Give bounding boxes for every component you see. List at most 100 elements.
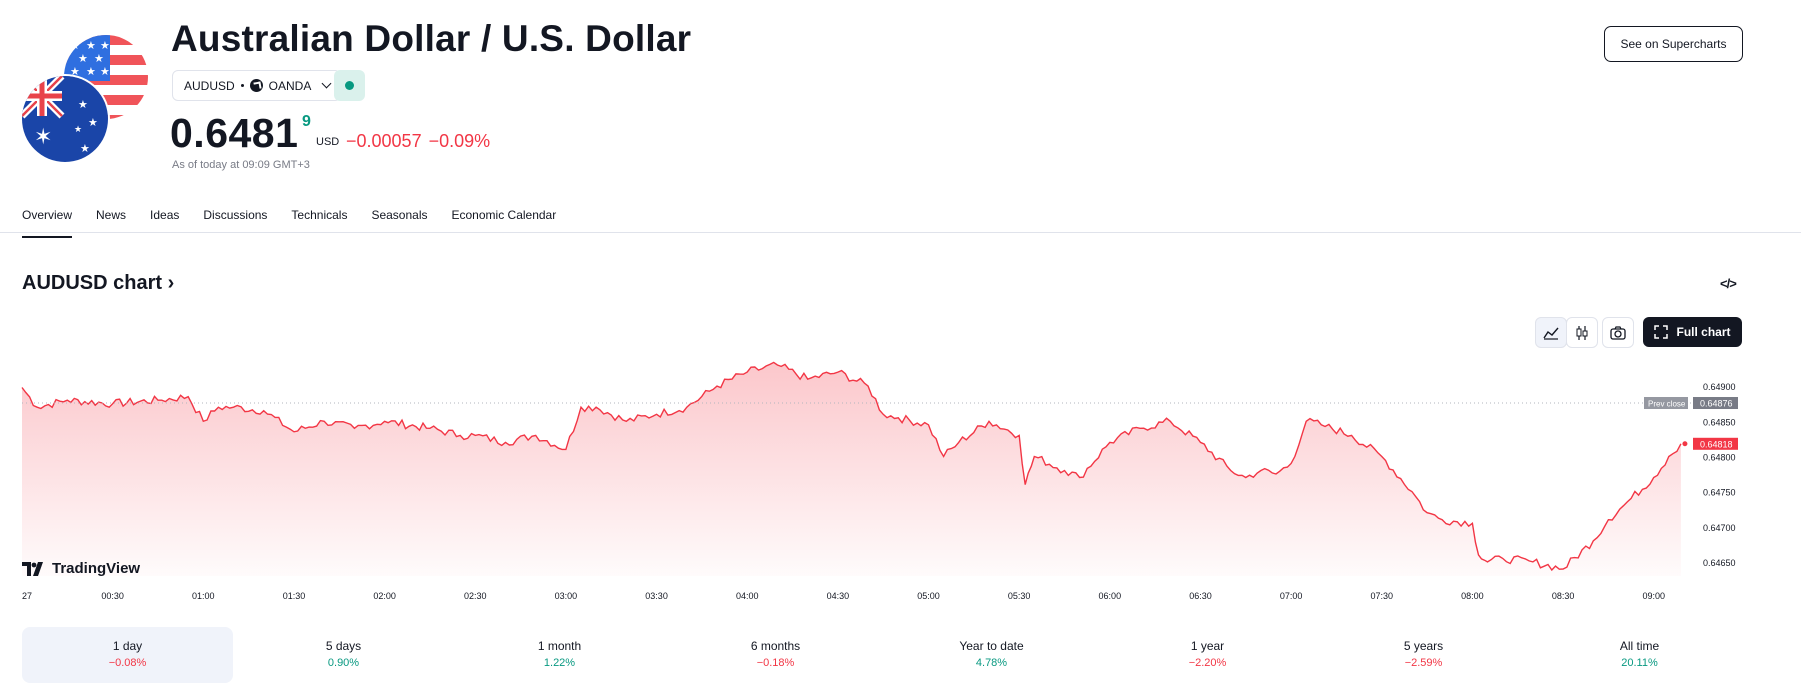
x-tick-label: 27 (22, 591, 32, 601)
price-chart[interactable]: 0.64900 0.64850 0.64800 0.64750 0.64700 0.646… (0, 350, 1801, 610)
area-chart-icon[interactable] (1535, 317, 1567, 348)
x-tick-label: 02:30 (464, 591, 487, 601)
period-1-day[interactable]: 1 day −0.08% (22, 627, 233, 683)
tabs-divider (0, 232, 1801, 233)
full-chart-label: Full chart (1676, 325, 1731, 339)
x-tick-label: 08:30 (1552, 591, 1575, 601)
camera-icon[interactable] (1602, 317, 1634, 348)
svg-text:★: ★ (74, 125, 82, 135)
y-tick-label: 0.64800 (1703, 452, 1736, 462)
tab-technicals[interactable]: Technicals (291, 208, 348, 222)
svg-text:★: ★ (80, 142, 90, 155)
chart-title-link[interactable]: AUDUSD chart › (22, 272, 175, 294)
svg-text:★: ★ (78, 98, 88, 111)
period-label: 6 months (750, 639, 801, 653)
svg-text:✶: ✶ (34, 125, 52, 150)
section-tabs: Overview News Ideas Discussions Technica… (22, 208, 580, 238)
price-change: −0.00057 −0.09% (346, 131, 491, 151)
x-tick-label: 06:30 (1189, 591, 1212, 601)
fullscreen-icon (1654, 325, 1669, 339)
x-tick-label: 09:00 (1642, 591, 1665, 601)
symbol-exchange-selector[interactable]: AUDUSD OANDA (172, 70, 342, 101)
period-label: 5 days (325, 639, 362, 653)
prev-close-value: 0.64876 (1700, 399, 1733, 409)
x-tick-label: 01:00 (192, 591, 215, 601)
last-price-tag: 0.64818 (1700, 439, 1733, 449)
period-change: −0.18% (756, 657, 795, 669)
price-timestamp: As of today at 09:09 GMT+3 (172, 159, 310, 171)
svg-text:★: ★ (78, 52, 88, 65)
x-tick-label: 00:30 (101, 591, 124, 601)
period-change: 1.22% (543, 657, 576, 669)
market-status-icon[interactable] (334, 70, 365, 101)
see-on-supercharts-button[interactable]: See on Supercharts (1604, 26, 1743, 62)
tradingview-icon (22, 561, 43, 576)
exchange-label: OANDA (268, 78, 312, 93)
tab-ideas[interactable]: Ideas (150, 208, 180, 222)
prev-close-tag-bg (1644, 397, 1688, 410)
x-tick-label: 02:00 (373, 591, 396, 601)
separator-dot (240, 84, 244, 87)
last-price-dot (1682, 441, 1688, 447)
period-5-years[interactable]: 5 years −2.59% (1318, 627, 1529, 683)
prev-close-label: Prev close (1648, 400, 1686, 409)
x-tick-label: 05:00 (917, 591, 940, 601)
price-area (22, 362, 1681, 576)
x-tick-label: 04:30 (827, 591, 850, 601)
period-change: −2.59% (1404, 657, 1443, 669)
y-tick-label: 0.64900 (1703, 382, 1736, 392)
svg-text:★: ★ (94, 52, 104, 65)
period-change: 20.11% (1621, 657, 1658, 669)
tab-news[interactable]: News (96, 208, 127, 222)
x-tick-label: 01:30 (283, 591, 306, 601)
period-change: 0.90% (327, 657, 360, 669)
full-chart-button[interactable]: Full chart (1643, 317, 1742, 347)
last-price-tag-bg (1693, 437, 1738, 450)
x-tick-label: 08:00 (1461, 591, 1484, 601)
price-pip-digit: 9 (302, 113, 311, 130)
last-price: 0.6481 (170, 110, 299, 156)
x-tick-label: 03:00 (555, 591, 578, 601)
period-year-to-date[interactable]: Year to date 4.78% (886, 627, 1097, 683)
y-tick-label: 0.64700 (1703, 523, 1736, 533)
x-tick-label: 04:00 (736, 591, 759, 601)
x-tick-label: 07:30 (1371, 591, 1394, 601)
svg-text:★: ★ (86, 65, 96, 78)
tab-overview[interactable]: Overview (22, 208, 73, 238)
period-label: All time (1619, 639, 1660, 653)
svg-text:★: ★ (88, 116, 98, 129)
chevron-down-icon (321, 78, 332, 89)
period-6-months[interactable]: 6 months −0.18% (670, 627, 881, 683)
period-label: 1 month (537, 639, 582, 653)
au-flag-icon: ✶ ★ ★ ★ ★ (22, 76, 108, 162)
svg-text:★: ★ (100, 39, 110, 52)
period-all-time[interactable]: All time 20.11% (1534, 627, 1745, 683)
y-tick-label: 0.64650 (1703, 558, 1736, 568)
period-1-year[interactable]: 1 year −2.20% (1102, 627, 1313, 683)
embed-code-icon[interactable]: </> (1720, 276, 1737, 291)
x-tick-label: 07:00 (1280, 591, 1303, 601)
y-tick-label: 0.64850 (1703, 417, 1736, 427)
x-tick-label: 05:30 (1008, 591, 1031, 601)
period-change: −0.08% (108, 657, 147, 669)
price-line (21, 361, 1682, 572)
svg-text:★: ★ (70, 39, 80, 52)
page-title: Australian Dollar / U.S. Dollar (171, 18, 692, 59)
svg-text:★: ★ (100, 65, 110, 78)
tradingview-brand-label: TradingView (52, 560, 141, 577)
tradingview-logo[interactable]: TradingView (22, 560, 140, 577)
oanda-icon (249, 79, 263, 92)
tab-seasonals[interactable]: Seasonals (371, 208, 428, 222)
tab-discussions[interactable]: Discussions (203, 208, 268, 222)
candles-icon[interactable] (1566, 317, 1598, 348)
period-label: 1 year (1190, 639, 1225, 653)
prev-close-value-bg (1693, 397, 1738, 410)
symbol-label: AUDUSD (184, 78, 235, 93)
period-5-days[interactable]: 5 days 0.90% (238, 627, 449, 683)
period-1-month[interactable]: 1 month 1.22% (454, 627, 665, 683)
x-tick-label: 06:00 (1099, 591, 1122, 601)
period-label: 1 day (112, 639, 143, 653)
period-change: 4.78% (975, 657, 1008, 669)
period-label: Year to date (959, 639, 1024, 653)
tab-economic-calendar[interactable]: Economic Calendar (451, 208, 557, 222)
